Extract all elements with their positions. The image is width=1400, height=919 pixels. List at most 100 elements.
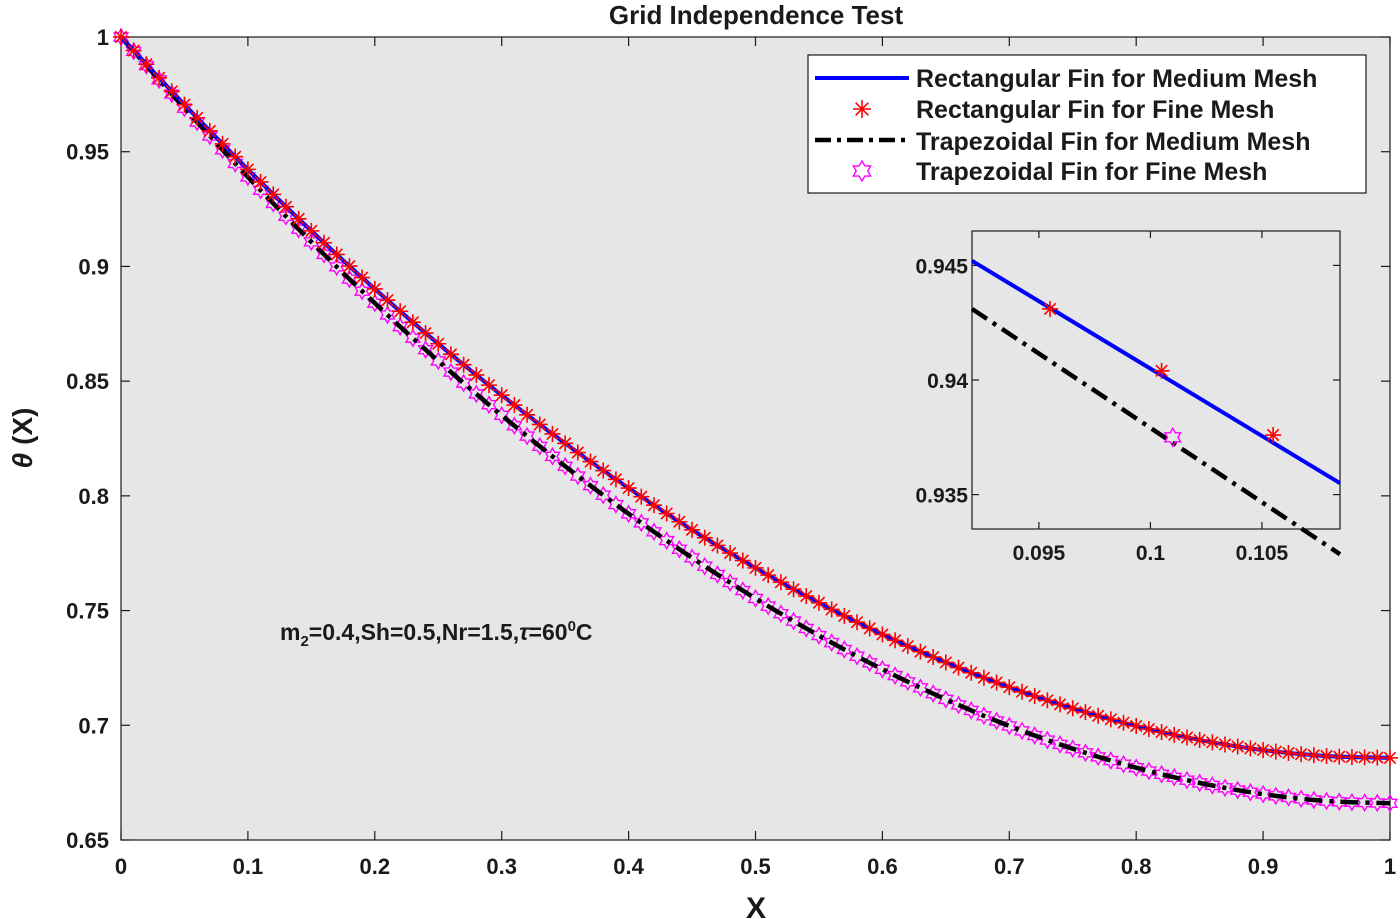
rect-fine-marker	[1090, 707, 1107, 724]
trap-fine-marker	[417, 340, 434, 360]
rect-fine-marker	[125, 42, 142, 59]
x-tick-label: 1	[1384, 854, 1396, 879]
rect-fine-marker	[1140, 721, 1157, 738]
trap-fine-marker	[163, 84, 180, 104]
rect-fine-marker	[265, 186, 282, 203]
rect-fine-marker	[1191, 731, 1208, 748]
rect-fine-marker	[138, 56, 155, 73]
rect-fine-marker	[379, 292, 396, 309]
trap-fine-marker	[1115, 754, 1132, 774]
legend-star-marker	[853, 100, 871, 118]
trap-fine-marker	[760, 596, 777, 616]
trap-fine-marker	[1178, 770, 1196, 790]
x-tick-label: 0	[115, 854, 127, 879]
rect-fine-marker	[645, 497, 662, 514]
trap-fine-marker	[1051, 735, 1069, 754]
legend: Rectangular Fin for Medium Mesh Rectangu…	[807, 54, 1367, 194]
rect-fine-marker	[506, 397, 523, 414]
rect-fine-marker	[874, 626, 891, 643]
trap-fine-marker	[1216, 778, 1234, 798]
rect-fine-marker	[1128, 717, 1145, 734]
rect-fine-marker	[163, 83, 180, 100]
rect-fine-marker	[912, 643, 929, 660]
rect-fine-marker	[887, 632, 904, 649]
rect-fine-marker	[722, 545, 739, 562]
x-tick-label: 0.8	[1121, 854, 1152, 879]
trap-fine-marker	[1077, 743, 1094, 763]
rect-fine-marker	[607, 471, 624, 488]
rect-fine-marker	[214, 135, 231, 152]
trap-fine-marker	[1166, 767, 1183, 787]
rect-fine-marker	[988, 674, 1005, 691]
legend-swatch-trap-fine	[852, 159, 872, 183]
x-tick-label: 0.7	[994, 854, 1025, 879]
rect-fine-marker	[1255, 742, 1272, 759]
rect-fine-marker	[836, 607, 853, 624]
rect-fine-marker	[861, 620, 878, 637]
rect-fine-marker	[531, 416, 548, 433]
rect-fine-marker	[1001, 679, 1018, 696]
rect-fine-marker	[569, 444, 586, 461]
inset-series-group	[970, 259, 1342, 557]
rect-fine-marker	[1039, 692, 1056, 709]
rect-fine-marker	[1382, 749, 1398, 766]
trap-fine-marker	[518, 426, 536, 446]
rect-fine-marker	[404, 314, 421, 331]
rect-fine-marker	[481, 377, 498, 394]
trap-fine-marker	[848, 646, 866, 666]
trap-fine-marker	[214, 140, 231, 160]
x-tick-label: 0.5	[740, 854, 771, 879]
rect-fine-marker	[1026, 688, 1043, 705]
rect-fine-marker	[1166, 726, 1183, 743]
trap-fine-marker	[544, 446, 561, 466]
rect-fine-marker	[1077, 704, 1094, 721]
rect-fine-marker	[1229, 738, 1246, 755]
rect-fine-marker	[201, 122, 218, 139]
trap-fine-marker	[239, 167, 257, 187]
legend-hexagram-marker	[852, 159, 872, 183]
rect-fine-marker	[734, 552, 751, 569]
legend-swatch-rect-fine	[853, 100, 871, 118]
inset-y-tick-label: 0.94	[927, 370, 968, 393]
trap-fine-marker	[1089, 747, 1107, 767]
trap-fine-marker	[150, 70, 168, 90]
rect-fine-marker	[696, 529, 713, 546]
rect-fine-marker	[316, 234, 333, 251]
rect-fine-marker	[303, 222, 320, 239]
x-tick-label: 0.9	[1248, 854, 1279, 879]
rect-fine-marker	[899, 638, 916, 655]
trap-fine-marker	[988, 711, 1005, 731]
rect-fine-marker	[595, 462, 612, 479]
trap-fine-marker	[671, 539, 688, 559]
y-tick-label: 0.8	[78, 484, 109, 509]
rect-fine-marker	[658, 505, 675, 522]
rect-fine-marker	[975, 669, 992, 686]
rect-fine-marker	[290, 210, 307, 227]
rect-fine-marker	[810, 594, 827, 611]
trap-fine-marker	[125, 41, 142, 61]
inset-rect-marker	[1265, 427, 1282, 444]
trap-fine-marker	[582, 476, 599, 496]
trap-fine-marker	[138, 56, 155, 75]
annotation-suffix: C	[576, 619, 593, 645]
trap-fine-marker	[721, 573, 739, 592]
trap-fine-marker	[442, 362, 460, 382]
inset-trap-line	[970, 307, 1342, 557]
rect-fine-marker	[328, 246, 345, 263]
rect-fine-marker	[1356, 749, 1373, 766]
rect-fine-marker	[354, 269, 371, 286]
inset-x-tick-label: 0.1	[1136, 542, 1166, 565]
rect-fine-marker	[684, 521, 701, 538]
trap-fine-marker	[633, 513, 650, 533]
rect-fine-marker	[493, 387, 510, 404]
rect-fine-marker	[1064, 700, 1081, 717]
rect-fine-marker	[1369, 749, 1386, 766]
x-axis-label: X	[746, 892, 766, 919]
rect-fine-marker	[937, 654, 954, 671]
rect-fine-marker	[1153, 724, 1170, 741]
parameter-annotation: m2=0.4,Sh=0.5,Nr=1.5,τ=600C	[280, 618, 593, 650]
trap-fine-marker	[227, 154, 244, 173]
rect-fine-marker	[925, 649, 942, 666]
y-tick-label: 0.7	[78, 713, 109, 738]
